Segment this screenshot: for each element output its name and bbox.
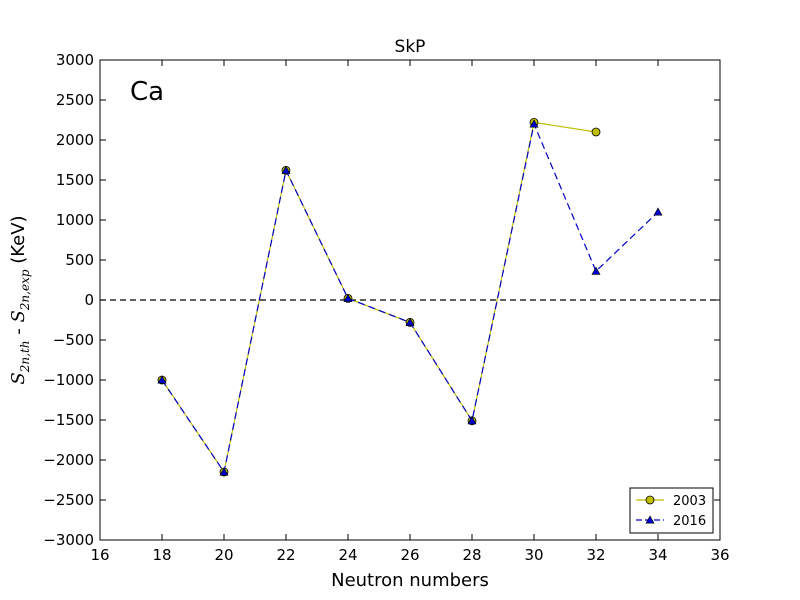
y-tick-label: 3000 (56, 51, 94, 69)
y-tick-label: −3000 (43, 531, 94, 549)
data-point-2016 (157, 375, 167, 384)
y-label-dash: - (8, 323, 29, 341)
x-tick-label: 24 (338, 546, 357, 564)
y-tick-label: 2000 (56, 131, 94, 149)
ticks-layer: 16 18 20 22 24 26 28 30 32 34 36 −3000 −2500 −2000 −15… (43, 51, 729, 564)
y-tick-label: 500 (65, 251, 94, 269)
y-tick-label: −1000 (43, 371, 94, 389)
legend-label: 2016 (673, 514, 706, 529)
y-axis-label: S2n,th - S2n,exp (KeV) (8, 215, 32, 384)
x-tick-label: 26 (400, 546, 419, 564)
data-point-2016 (591, 266, 601, 275)
x-tick-label: 32 (586, 546, 605, 564)
x-tick-label: 22 (276, 546, 295, 564)
legend-entry-2003: 2003 (636, 494, 706, 509)
y-tick-label: −2000 (43, 451, 94, 469)
x-tick-label: 20 (214, 546, 233, 564)
legend-entries: 2003 2016 (636, 494, 706, 529)
y-label-sub1: 2n,th (18, 341, 32, 374)
y-label-s2: S (8, 310, 29, 322)
x-tick-label: 36 (710, 546, 729, 564)
legend-box (629, 487, 714, 534)
element-annotation: Ca (130, 77, 164, 107)
legend: 2003 2016 (629, 487, 714, 534)
x-tick-label: 34 (648, 546, 667, 564)
y-tick-label: 0 (84, 291, 94, 309)
series-layer (157, 118, 663, 477)
y-tick-label: −2500 (43, 491, 94, 509)
y-label-s1: S (8, 372, 29, 384)
data-point-2016 (405, 317, 415, 326)
y-label-sub2: 2n,exp (18, 269, 32, 311)
y-tick-label: 1500 (56, 171, 94, 189)
data-point-2016 (219, 467, 229, 476)
data-point-2016 (653, 207, 663, 216)
x-axis-label: Neutron numbers (331, 570, 489, 591)
x-tick-label: 18 (152, 546, 171, 564)
legend-marker (645, 495, 655, 505)
y-tick-label: 2500 (56, 91, 94, 109)
plot-area: 16 18 20 22 24 26 28 30 32 34 36 −3000 −2500 −2000 −15… (43, 51, 729, 564)
y-tick-label: 1000 (56, 211, 94, 229)
x-tick-label: 28 (462, 546, 481, 564)
chart-title: SkP (395, 37, 426, 57)
y-tick-label: −1500 (43, 411, 94, 429)
legend-marker (645, 515, 655, 524)
data-point-2003 (591, 127, 601, 137)
data-point-2016 (343, 293, 353, 302)
data-point-2016 (281, 165, 291, 174)
x-tick-label: 16 (90, 546, 109, 564)
legend-label: 2003 (673, 494, 706, 509)
data-point-2016 (529, 119, 539, 128)
legend-entry-2016: 2016 (636, 514, 706, 529)
y-tick-label: −500 (53, 331, 94, 349)
series-2016 (157, 119, 663, 476)
data-point-2016 (467, 416, 477, 425)
y-label-unit: (KeV) (8, 215, 29, 269)
x-tick-label: 30 (524, 546, 543, 564)
